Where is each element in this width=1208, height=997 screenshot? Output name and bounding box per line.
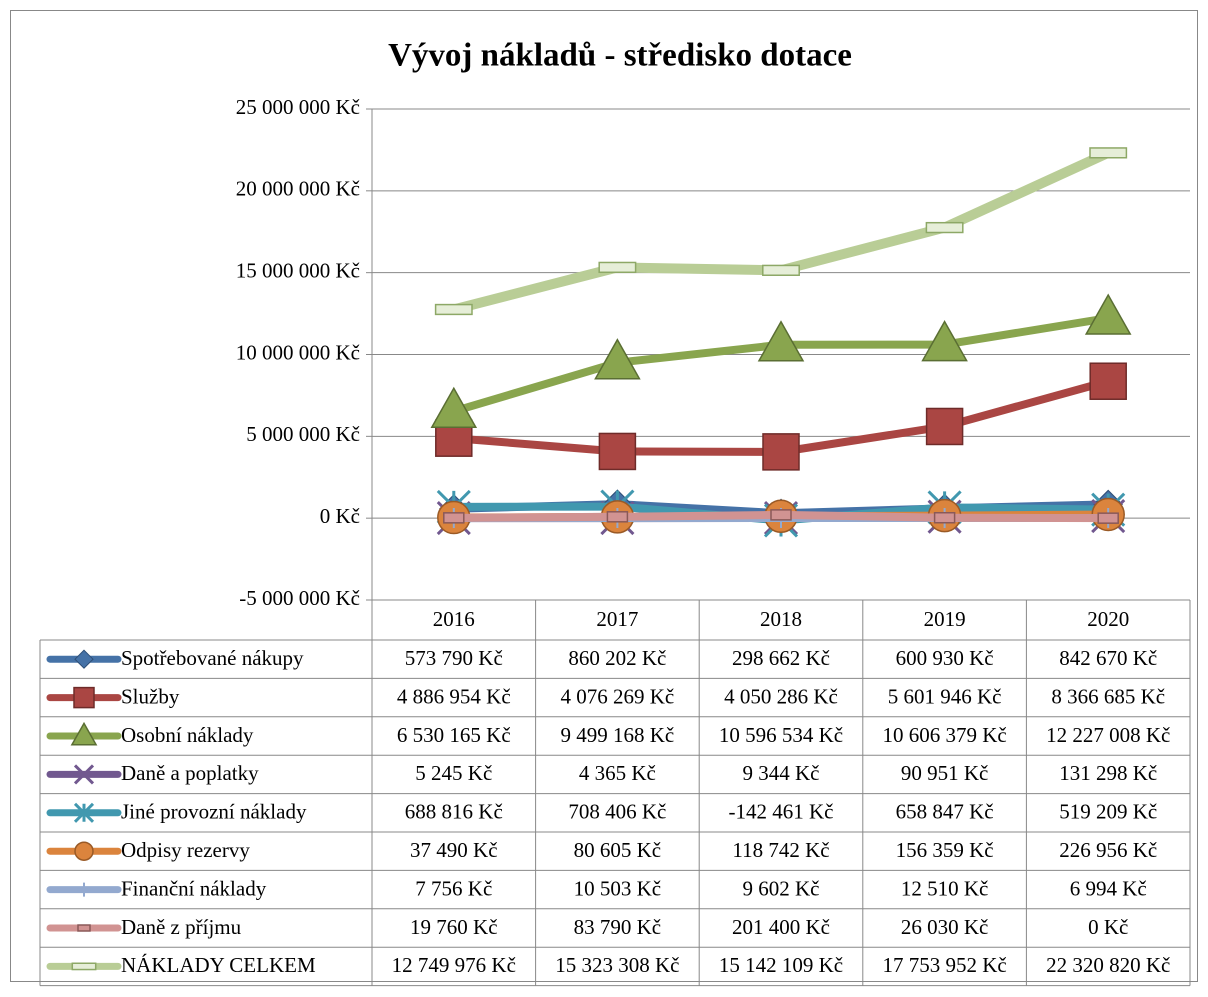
marker [444,513,464,523]
legend-label: Daně a poplatky [121,761,259,785]
value-label: 6 994 Kč [1070,876,1147,900]
value-label: 298 662 Kč [732,646,830,670]
y-tick-label: -5 000 000 Kč [239,586,360,610]
value-label: 0 Kč [1088,915,1128,939]
x-tick-label: 2016 [433,607,475,631]
value-label: 9 602 Kč [743,876,820,900]
marker [771,510,791,520]
chart-frame [11,11,1198,982]
value-label: 80 605 Kč [574,838,662,862]
value-label: 5 601 946 Kč [888,684,1002,708]
value-label: 519 209 Kč [1059,800,1157,824]
value-label: 4 365 Kč [579,761,656,785]
y-tick-label: 5 000 000 Kč [246,422,360,446]
value-label: 573 790 Kč [405,646,503,670]
marker [935,513,955,523]
legend-label: Spotřebované nákupy [121,646,304,670]
marker [78,925,90,931]
value-label: 688 816 Kč [405,800,503,824]
marker [75,842,93,860]
legend-label: Daně z příjmu [121,915,242,939]
marker [599,433,635,469]
value-label: 83 790 Kč [574,915,662,939]
value-label: 90 951 Kč [901,761,989,785]
value-label: 10 606 379 Kč [882,723,1006,747]
marker [763,434,799,470]
marker [607,512,627,522]
marker [1098,513,1118,523]
x-tick-label: 2020 [1087,607,1129,631]
marker [436,305,472,315]
legend-label: Odpisy rezervy [121,838,250,862]
legend-label: Osobní náklady [121,723,254,747]
marker [1090,148,1126,158]
value-label: 10 596 534 Kč [719,723,843,747]
y-tick-label: 0 Kč [320,504,360,528]
y-tick-label: 10 000 000 Kč [236,340,360,364]
x-tick-label: 2019 [924,607,966,631]
value-label: 15 323 308 Kč [555,953,679,977]
value-label: 860 202 Kč [568,646,666,670]
legend-label: Finanční náklady [121,876,267,900]
value-label: 19 760 Kč [410,915,498,939]
legend-label: Služby [121,684,180,708]
value-label: -142 461 Kč [729,800,834,824]
value-label: 26 030 Kč [901,915,989,939]
value-label: 4 050 286 Kč [724,684,838,708]
x-tick-label: 2017 [596,607,638,631]
y-tick-label: 15 000 000 Kč [236,258,360,282]
marker [1090,363,1126,399]
value-label: 600 930 Kč [896,646,994,670]
value-label: 15 142 109 Kč [719,953,843,977]
value-label: 37 490 Kč [410,838,498,862]
value-label: 4 886 954 Kč [397,684,511,708]
value-label: 22 320 820 Kč [1046,953,1170,977]
value-label: 156 359 Kč [896,838,994,862]
y-tick-label: 20 000 000 Kč [236,177,360,201]
value-label: 8 366 685 Kč [1051,684,1165,708]
marker [763,265,799,275]
value-label: 201 400 Kč [732,915,830,939]
marker [72,963,95,969]
legend-label: NÁKLADY CELKEM [121,953,316,977]
value-label: 226 956 Kč [1059,838,1157,862]
value-label: 12 749 976 Kč [392,953,516,977]
value-label: 6 530 165 Kč [397,723,511,747]
value-label: 12 510 Kč [901,876,989,900]
y-tick-label: 25 000 000 Kč [236,95,360,119]
value-label: 5 245 Kč [415,761,492,785]
value-label: 658 847 Kč [896,800,994,824]
marker [599,262,635,272]
marker [926,223,962,233]
chart-title: Vývoj nákladů - středisko dotace [388,38,852,74]
value-label: 9 344 Kč [743,761,820,785]
value-label: 118 742 Kč [732,838,829,862]
value-label: 7 756 Kč [415,876,492,900]
marker [927,408,963,444]
x-tick-label: 2018 [760,607,802,631]
value-label: 708 406 Kč [568,800,666,824]
value-label: 4 076 269 Kč [561,684,675,708]
value-label: 842 670 Kč [1059,646,1157,670]
value-label: 10 503 Kč [574,876,662,900]
marker [74,688,94,708]
value-label: 131 298 Kč [1059,761,1157,785]
value-label: 17 753 952 Kč [882,953,1006,977]
legend-label: Jiné provozní náklady [121,800,307,824]
value-label: 9 499 168 Kč [561,723,675,747]
value-label: 12 227 008 Kč [1046,723,1170,747]
